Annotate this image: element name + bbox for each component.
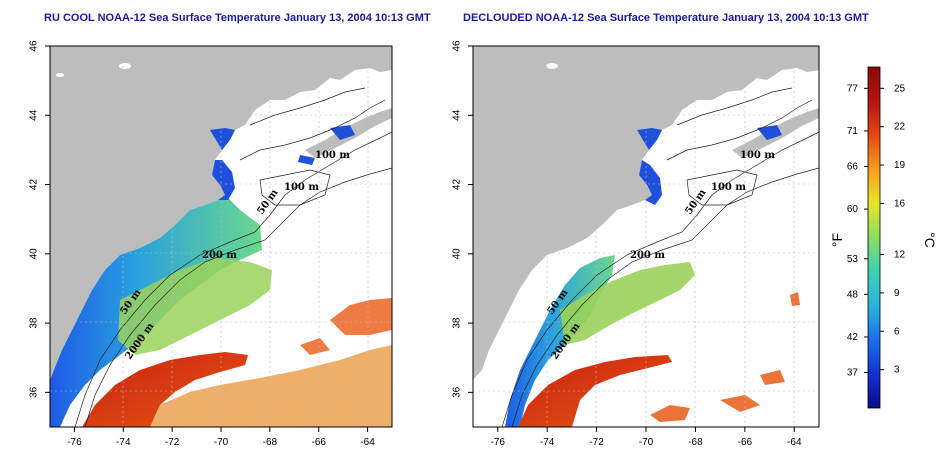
fahrenheit-label: °F bbox=[829, 233, 845, 247]
colorbar-label-f: 77 bbox=[847, 83, 859, 94]
y-axis: 36 38 40 42 44 46 bbox=[29, 40, 50, 398]
y-axis: 36 38 40 42 44 46 bbox=[452, 40, 473, 398]
right-map-title: DECLOUDED NOAA-12 Sea Surface Temperatur… bbox=[463, 12, 869, 24]
colorbar-label-c: 19 bbox=[894, 160, 906, 171]
x-axis: -76 -74 -72 -70 -68 -66 -64 bbox=[67, 427, 375, 448]
y-tick-label: 46 bbox=[29, 40, 40, 52]
colorbar-label-f: 37 bbox=[847, 367, 859, 378]
x-tick-label: -70 bbox=[639, 437, 654, 448]
gulf-of-maine-water bbox=[210, 125, 355, 200]
x-tick-label: -66 bbox=[311, 437, 326, 448]
bathymetry-contours bbox=[501, 87, 820, 428]
x-axis: -76 -74 -72 -70 -68 -66 -64 bbox=[490, 427, 802, 448]
colorbar-label-c: 16 bbox=[894, 198, 906, 209]
colorbar-label-c: 25 bbox=[894, 83, 906, 94]
colorbar-gradient bbox=[867, 66, 881, 409]
x-tick-label: -68 bbox=[688, 437, 703, 448]
contour-label: 200 m bbox=[630, 250, 665, 261]
contour-label: 200 m bbox=[202, 250, 237, 261]
y-tick-label: 36 bbox=[452, 386, 463, 398]
gulf-of-maine-water bbox=[637, 125, 782, 205]
colorbar-label-c: 9 bbox=[894, 288, 900, 299]
celsius-label: °C bbox=[922, 232, 938, 248]
left-map-title: RU COOL NOAA-12 Sea Surface Temperature … bbox=[44, 12, 431, 24]
land-mass bbox=[473, 46, 819, 380]
colorbar-label-c: 6 bbox=[894, 326, 900, 337]
colorbar-label-c: 3 bbox=[894, 365, 900, 376]
offshore-warm-patches bbox=[300, 298, 392, 355]
x-tick-label: -74 bbox=[116, 437, 131, 448]
celsius-scale: 25 22 19 16 12 9 6 3 bbox=[880, 83, 906, 376]
colorbar-label-f: 48 bbox=[847, 289, 859, 300]
y-tick-label: 46 bbox=[452, 40, 463, 52]
x-tick-label: -76 bbox=[67, 437, 82, 448]
grid-lines bbox=[473, 46, 819, 427]
gulf-stream bbox=[82, 352, 248, 427]
x-tick-label: -72 bbox=[165, 437, 180, 448]
offshore-warm-water bbox=[150, 345, 392, 427]
contour-label: 100 m bbox=[740, 150, 775, 161]
colorbar-label-c: 12 bbox=[894, 250, 906, 261]
x-tick-label: -68 bbox=[263, 437, 278, 448]
y-tick-label: 40 bbox=[452, 248, 463, 260]
y-tick-label: 38 bbox=[29, 317, 40, 329]
shelf-water bbox=[560, 262, 695, 345]
x-tick-label: -64 bbox=[787, 437, 802, 448]
x-tick-label: -72 bbox=[589, 437, 604, 448]
grid-lines bbox=[50, 46, 392, 427]
x-tick-label: -64 bbox=[360, 437, 375, 448]
contour-label: 100 m bbox=[315, 150, 350, 161]
shelf-water bbox=[118, 258, 272, 355]
lake bbox=[56, 73, 64, 77]
y-tick-label: 42 bbox=[452, 179, 463, 191]
temperature-colorbar: 77 71 66 60 53 48 42 37 25 22 19 16 12 9 6 3 °F °C bbox=[829, 66, 938, 409]
colorbar-label-c: 22 bbox=[894, 122, 906, 133]
left-sst-map: 100 m 100 m 50 m 200 m 50 m 2000 m -76 -7… bbox=[29, 40, 393, 448]
y-tick-label: 44 bbox=[452, 109, 463, 121]
lake bbox=[119, 63, 131, 69]
contour-label: 100 m bbox=[284, 182, 319, 193]
x-tick-label: -66 bbox=[738, 437, 753, 448]
y-tick-label: 36 bbox=[29, 386, 40, 398]
contour-label: 100 m bbox=[711, 182, 746, 193]
colorbar-label-f: 42 bbox=[847, 332, 859, 343]
colorbar-label-f: 53 bbox=[847, 254, 859, 265]
bathymetry-contours bbox=[74, 87, 393, 428]
x-tick-label: -76 bbox=[490, 437, 505, 448]
fahrenheit-scale: 77 71 66 60 53 48 42 37 bbox=[847, 83, 868, 378]
colorbar-label-f: 60 bbox=[847, 204, 859, 215]
land-mass bbox=[50, 46, 392, 380]
y-tick-label: 42 bbox=[29, 179, 40, 191]
x-tick-label: -74 bbox=[540, 437, 555, 448]
right-sst-map: 100 m 100 m 50 m 200 m 50 m 2000 m -76 -7… bbox=[452, 40, 820, 448]
x-tick-label: -70 bbox=[214, 437, 229, 448]
offshore-warm-patches bbox=[650, 292, 800, 422]
y-tick-label: 38 bbox=[452, 317, 463, 329]
colorbar-label-f: 66 bbox=[847, 161, 859, 172]
colorbar-label-f: 71 bbox=[847, 126, 859, 137]
y-tick-label: 40 bbox=[29, 248, 40, 260]
y-tick-label: 44 bbox=[29, 109, 40, 121]
gulf-stream bbox=[518, 355, 672, 427]
lake bbox=[546, 63, 558, 69]
